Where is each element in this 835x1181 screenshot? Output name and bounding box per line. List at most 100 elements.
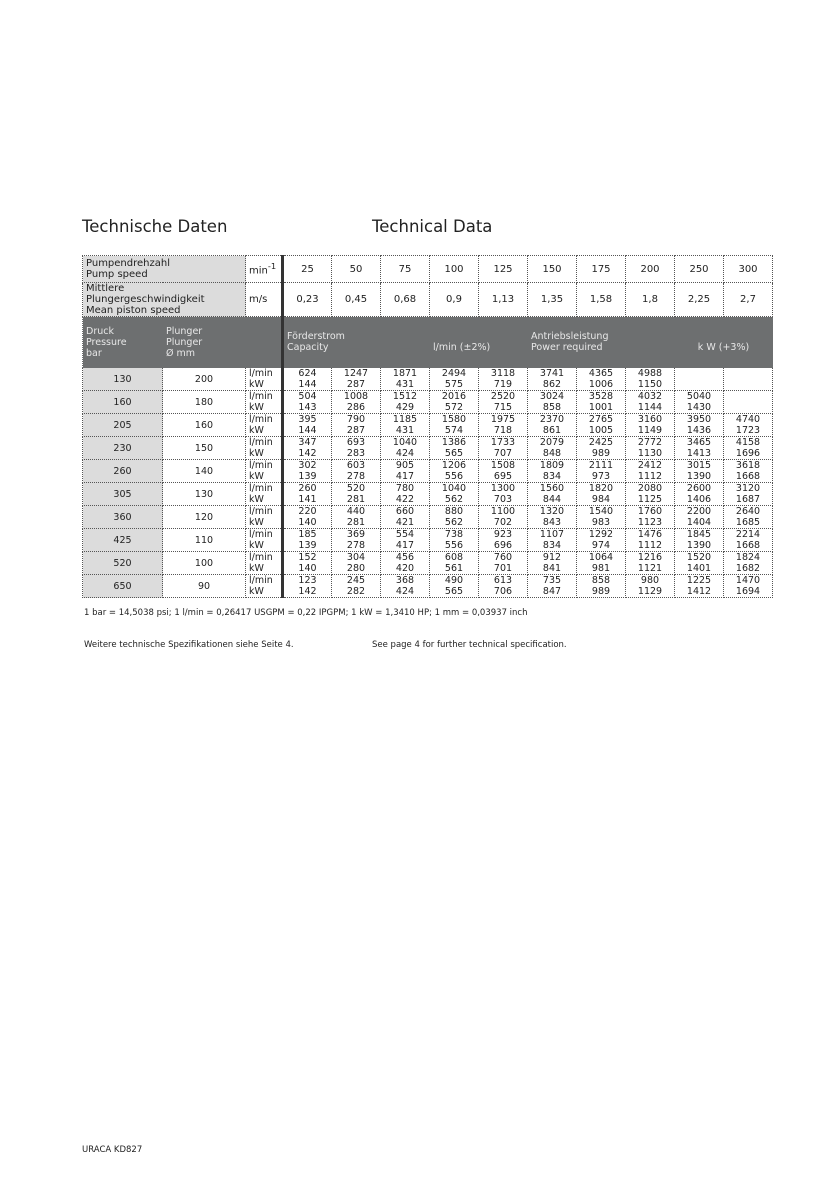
power-value: 1668 [735, 540, 761, 551]
table-row: 650 90 l/min kW 123 142 245 282 368 424 490 565 613 7… [82, 574, 773, 598]
flow-value: 520 [346, 483, 366, 494]
power-value: 841 [542, 563, 562, 574]
power-value: 1390 [686, 471, 712, 482]
power-value: 1668 [735, 471, 761, 482]
table-row: 160 180 l/min kW 504 143 1008 286 1512 429 2016 572… [82, 390, 773, 414]
pump-speed-value: 250 [674, 255, 724, 283]
power-unit: kW [249, 402, 264, 413]
flow-unit: l/min [249, 529, 273, 540]
value-cell: 603 278 [331, 459, 381, 483]
power-value: 1006 [588, 379, 614, 390]
power-value: 1129 [637, 586, 663, 597]
flow-value: 1470 [735, 575, 761, 586]
plunger-cell: 90 [162, 574, 246, 598]
value-cell: 1508 695 [478, 459, 528, 483]
pump-speed-value: 175 [576, 255, 626, 283]
value-cell: 1008 286 [331, 390, 381, 414]
value-cell: 185 139 [282, 528, 332, 552]
flow-value: 693 [346, 437, 366, 448]
value-cell: 395 144 [282, 413, 332, 437]
value-cell: 2600 1406 [674, 482, 724, 506]
value-cell: 1320 843 [527, 505, 577, 529]
power-value: 1723 [735, 425, 761, 436]
piston-speed-row: Mittlere Plungergeschwindigkeit Mean pist… [82, 282, 773, 317]
plunger-cell: 180 [162, 390, 246, 414]
flow-value: 490 [444, 575, 464, 586]
unit-cell: l/min kW [245, 367, 284, 391]
flow-value: 3950 [686, 414, 712, 425]
power-value: 574 [444, 425, 464, 436]
piston-speed-value: 2,7 [723, 282, 773, 317]
piston-speed-value: 0,23 [282, 282, 332, 317]
flow-value: 624 [298, 368, 317, 379]
flow-value: 1580 [441, 414, 467, 425]
flow-value: 302 [298, 460, 317, 471]
flow-value: 4740 [735, 414, 761, 425]
power-value: 280 [346, 563, 366, 574]
unit-cell: l/min kW [245, 574, 284, 598]
flow-value: 1107 [539, 529, 565, 540]
t: Plunger [166, 325, 203, 337]
flow-value: 1540 [588, 506, 614, 517]
pump-speed-value: 75 [380, 255, 430, 283]
plunger-header: Plunger Plunger Ø mm [162, 316, 246, 368]
flow-value: 3741 [539, 368, 565, 379]
power-value: 862 [542, 379, 562, 390]
flow-value: 1508 [490, 460, 516, 471]
power-value: 715 [493, 402, 513, 413]
power-value: 420 [395, 563, 415, 574]
value-cell: 3120 1687 [723, 482, 773, 506]
value-cell: 368 424 [380, 574, 430, 598]
flow-unit: l/min [249, 552, 273, 563]
unit-cell: l/min kW [245, 505, 284, 529]
value-cell: 2772 1130 [625, 436, 675, 460]
flow-value: 1512 [392, 391, 418, 402]
value-cell: 1871 431 [380, 367, 430, 391]
power-value: 696 [493, 540, 513, 551]
unit-cell: l/min kW [245, 551, 284, 575]
power-value: 1001 [588, 402, 614, 413]
value-cell: 608 561 [429, 551, 479, 575]
flow-value: 1560 [539, 483, 565, 494]
flow-value: 2640 [735, 506, 761, 517]
t: Pressure [86, 336, 127, 348]
piston-speed-value: 1,58 [576, 282, 626, 317]
value-cell: 2520 715 [478, 390, 528, 414]
flow-value: 369 [346, 529, 366, 540]
power-value: 565 [444, 586, 464, 597]
value-cell: 2080 1125 [625, 482, 675, 506]
pressure-cell: 360 [82, 505, 163, 529]
power-value: 422 [395, 494, 415, 505]
power-value: 556 [444, 540, 464, 551]
flow-value: 1520 [686, 552, 712, 563]
power-value: 974 [591, 540, 611, 551]
power-value: 424 [395, 586, 415, 597]
flow-value: 368 [395, 575, 415, 586]
label-en: Mean piston speed [86, 305, 181, 316]
capacity-header: Förderstrom Capacity [282, 316, 430, 368]
flow-value: 2772 [637, 437, 663, 448]
flow-value: 245 [346, 575, 366, 586]
pump-speed-label: Pumpendrehzahl Pump speed [82, 255, 246, 283]
value-cell: 3465 1413 [674, 436, 724, 460]
value-cell: 1247 287 [331, 367, 381, 391]
piston-unit: m/s [245, 282, 284, 317]
value-cell: 1206 556 [429, 459, 479, 483]
flow-value: 2111 [588, 460, 614, 471]
value-cell: 4740 1723 [723, 413, 773, 437]
power-value: 989 [591, 586, 611, 597]
flow-value: 2080 [637, 483, 663, 494]
flow-value: 2600 [686, 483, 712, 494]
value-cell: 369 278 [331, 528, 381, 552]
value-cell: 624 144 [282, 367, 332, 391]
flow-unit: l/min [249, 368, 273, 379]
power-value: 1436 [686, 425, 712, 436]
flow-value: 1300 [490, 483, 516, 494]
piston-speed-value: 0,9 [429, 282, 479, 317]
flow-value: 2370 [539, 414, 565, 425]
power-value: 703 [493, 494, 513, 505]
power-value: 142 [298, 448, 317, 459]
flow-value: 1871 [392, 368, 418, 379]
flow-value: 2765 [588, 414, 614, 425]
power-value: 695 [493, 471, 513, 482]
